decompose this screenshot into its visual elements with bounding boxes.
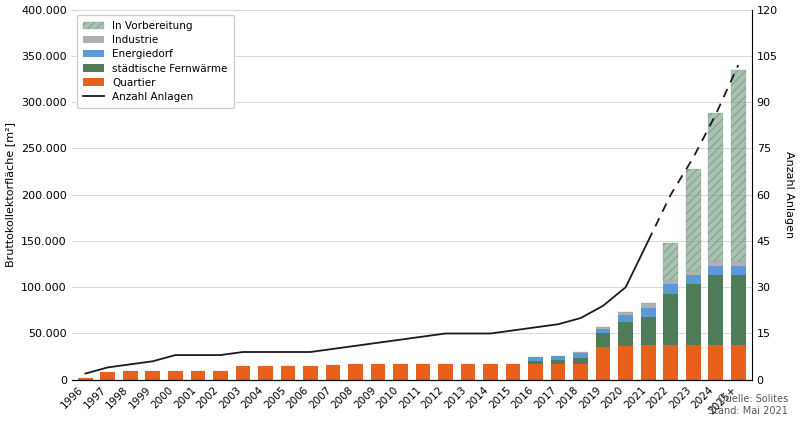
Bar: [731, 266, 746, 275]
Bar: [574, 364, 588, 380]
Bar: [709, 275, 723, 345]
Bar: [731, 70, 746, 261]
Bar: [709, 345, 723, 380]
Bar: [348, 364, 362, 380]
Bar: [663, 280, 678, 284]
Bar: [663, 284, 678, 294]
Bar: [641, 308, 655, 317]
Bar: [438, 364, 453, 380]
Bar: [528, 361, 543, 364]
Bar: [528, 364, 543, 380]
Bar: [574, 352, 588, 353]
Bar: [190, 371, 205, 380]
Bar: [574, 358, 588, 364]
Bar: [731, 275, 746, 345]
Bar: [641, 303, 655, 308]
Bar: [731, 261, 746, 266]
Bar: [146, 371, 160, 380]
Bar: [168, 371, 182, 380]
Bar: [663, 243, 678, 280]
Bar: [641, 345, 655, 380]
Bar: [686, 345, 701, 380]
Bar: [663, 294, 678, 345]
Bar: [528, 357, 543, 361]
Bar: [258, 366, 273, 380]
Legend: In Vorbereitung, Industrie, Energiedorf, städtische Fernwärme, Quartier, Anzahl : In Vorbereitung, Industrie, Energiedorf,…: [77, 15, 234, 108]
Bar: [618, 322, 633, 346]
Bar: [663, 345, 678, 380]
Bar: [551, 360, 566, 364]
Bar: [641, 317, 655, 345]
Bar: [618, 315, 633, 322]
Bar: [596, 333, 610, 347]
Bar: [596, 329, 610, 333]
Bar: [281, 366, 295, 380]
Bar: [618, 346, 633, 380]
Bar: [596, 347, 610, 380]
Bar: [731, 345, 746, 380]
Bar: [686, 169, 701, 271]
Bar: [596, 327, 610, 329]
Bar: [123, 371, 138, 380]
Bar: [78, 378, 93, 380]
Bar: [370, 364, 386, 380]
Bar: [686, 275, 701, 284]
Bar: [506, 364, 521, 380]
Bar: [483, 364, 498, 380]
Bar: [326, 365, 340, 380]
Y-axis label: Bruttokollektorfläche [m²]: Bruttokollektorfläche [m²]: [6, 122, 15, 267]
Bar: [101, 372, 115, 380]
Bar: [618, 312, 633, 315]
Bar: [686, 284, 701, 345]
Bar: [235, 366, 250, 380]
Bar: [709, 261, 723, 266]
Text: Quelle: Solites
Stand: Mai 2021: Quelle: Solites Stand: Mai 2021: [708, 394, 788, 416]
Bar: [709, 266, 723, 275]
Bar: [213, 371, 228, 380]
Bar: [551, 356, 566, 360]
Bar: [393, 364, 408, 380]
Bar: [416, 364, 430, 380]
Bar: [686, 271, 701, 275]
Bar: [574, 353, 588, 358]
Y-axis label: Anzahl Anlagen: Anzahl Anlagen: [785, 151, 794, 238]
Bar: [551, 364, 566, 380]
Bar: [461, 364, 475, 380]
Bar: [709, 113, 723, 261]
Bar: [303, 366, 318, 380]
